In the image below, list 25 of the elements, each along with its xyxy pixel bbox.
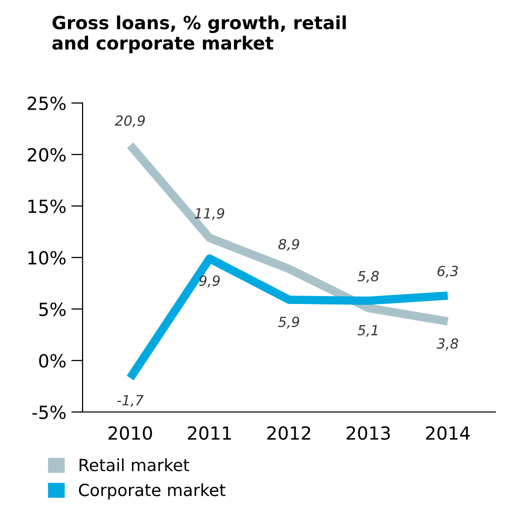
y-tick-label: 5% (39, 302, 66, 316)
data-label: 5,9 (278, 316, 300, 329)
chart-title: Gross loans, % growth, retail and corporate market (52, 15, 346, 54)
x-tick-label: 2010 (108, 426, 152, 440)
legend-label: Retail market (80, 458, 190, 472)
x-tick-label: 2012 (267, 426, 310, 440)
data-label: 6,3 (438, 266, 458, 278)
data-label: 3,8 (436, 338, 458, 350)
x-tick-label: 2014 (426, 426, 470, 440)
y-tick-label: 15% (28, 199, 66, 214)
data-label: 5,8 (358, 270, 379, 283)
y-tick-label: 25% (28, 96, 66, 110)
y-tick-label: 10% (28, 250, 66, 265)
x-tick-label: 2011 (188, 426, 231, 440)
data-label: 11,9 (194, 208, 224, 220)
y-tick-label: 20% (28, 148, 66, 162)
data-label: 9,9 (199, 275, 220, 288)
data-label: 5,1 (358, 325, 378, 337)
data-label: 8,9 (278, 238, 300, 251)
y-tick-label: 0% (39, 354, 66, 368)
x-tick-label: 2013 (346, 426, 390, 440)
data-label: 20,9 (114, 115, 145, 128)
y-tick-label: -5% (32, 405, 66, 420)
data-label: -1,7 (117, 395, 144, 407)
legend-label: Corporate market (78, 483, 226, 500)
